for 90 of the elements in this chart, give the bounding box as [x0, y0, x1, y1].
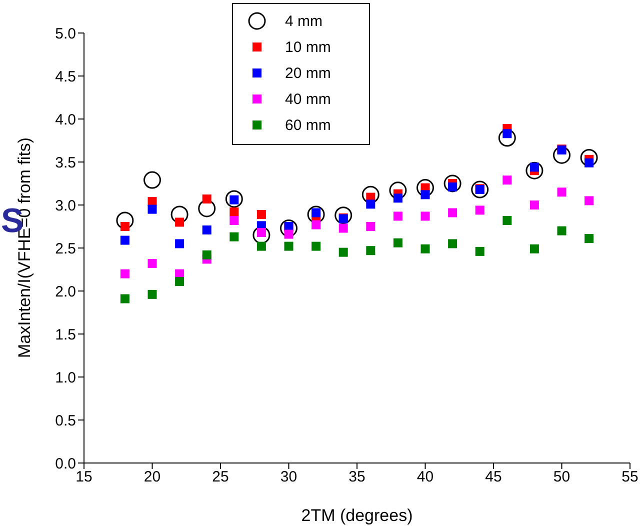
point: [475, 246, 484, 256]
point: [175, 218, 184, 227]
x-tick-label: 15: [76, 468, 92, 486]
point: [444, 174, 462, 192]
point: [502, 176, 512, 185]
point: [580, 148, 598, 166]
point: [498, 129, 516, 147]
y-tick-label: 1.0: [55, 369, 76, 386]
point: [389, 182, 407, 200]
point: [252, 226, 270, 244]
point: [557, 226, 566, 236]
point: [366, 200, 376, 209]
point: [284, 242, 294, 251]
legend-label: 40 mm: [285, 90, 331, 108]
point: [420, 212, 430, 221]
point: [584, 196, 594, 206]
point: [144, 171, 161, 189]
point: [256, 242, 266, 251]
point: [366, 222, 376, 231]
y-tick-label: 5.0: [55, 25, 76, 42]
y-tick-label: 4.0: [55, 111, 76, 128]
point: [280, 219, 298, 237]
point: [116, 212, 134, 230]
point: [148, 290, 157, 299]
point: [393, 212, 402, 221]
point: [530, 200, 539, 210]
x-tick-label: 50: [553, 468, 570, 486]
point: [338, 224, 348, 233]
point: [148, 204, 157, 214]
point: [202, 225, 212, 234]
point: [338, 248, 348, 257]
y-tick-label: 2.5: [55, 240, 76, 258]
point: [148, 258, 157, 268]
point: [312, 242, 321, 251]
point: [366, 246, 376, 256]
x-axis-title: 2TM (degrees): [301, 506, 413, 525]
point: [202, 194, 212, 204]
y-tick-label: 3.5: [55, 154, 76, 172]
point: [584, 158, 594, 168]
legend-label: 4 mm: [285, 12, 322, 30]
point: [170, 206, 188, 224]
point: [557, 188, 566, 197]
y-tick-label: 4.5: [55, 68, 76, 86]
point: [284, 230, 294, 239]
point: [471, 180, 489, 198]
point: [393, 238, 402, 248]
point: [230, 232, 239, 242]
x-tick-label: 40: [416, 468, 434, 486]
point: [198, 200, 216, 218]
point: [416, 179, 434, 197]
point: [225, 190, 243, 208]
point: [475, 206, 484, 215]
point: [120, 236, 130, 245]
point: [175, 239, 184, 248]
y-tick-label: 0.0: [55, 455, 76, 472]
y-tick-label: 3.0: [55, 197, 76, 214]
point: [420, 244, 430, 254]
legend-label: 10 mm: [285, 38, 331, 56]
x-tick-label: 25: [212, 468, 229, 486]
point: [120, 222, 130, 231]
x-tick-label: 30: [280, 468, 298, 486]
point: [120, 294, 130, 304]
x-tick-label: 45: [485, 468, 502, 486]
x-tick-label: 55: [622, 468, 638, 486]
point: [553, 146, 570, 164]
point: [393, 194, 402, 203]
point: [312, 220, 321, 230]
point: [256, 210, 266, 219]
legend-label: 60 mm: [285, 116, 331, 134]
point: [230, 216, 239, 225]
point: [362, 186, 380, 204]
point: [448, 208, 458, 218]
point: [334, 206, 352, 224]
point: [502, 216, 512, 225]
point: [175, 277, 184, 286]
x-tick-label: 20: [144, 468, 161, 486]
point: [120, 269, 130, 278]
point: [420, 190, 430, 200]
point: [526, 162, 544, 180]
point: [202, 250, 212, 260]
point: [448, 239, 458, 248]
point: [530, 244, 539, 254]
y-tick-label: 0.5: [55, 412, 76, 430]
y-tick-label: 1.5: [55, 326, 76, 344]
point: [307, 206, 325, 224]
point: [230, 207, 239, 216]
legend-label: 20 mm: [285, 64, 331, 82]
y-tick-label: 2.0: [55, 283, 76, 300]
point: [584, 234, 594, 244]
x-tick-label: 35: [348, 468, 366, 486]
